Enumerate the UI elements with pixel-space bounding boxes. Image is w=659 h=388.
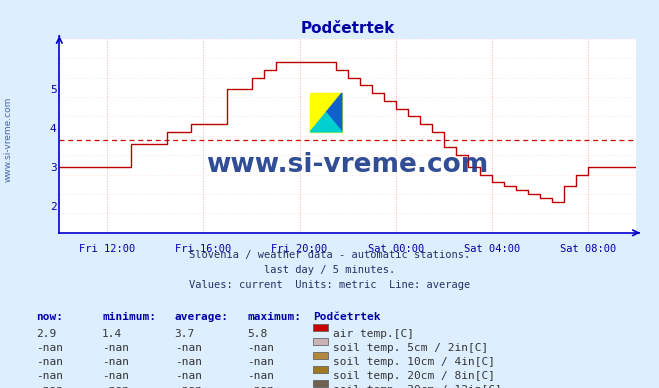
Text: -nan: -nan [175, 371, 202, 381]
Text: average:: average: [175, 312, 229, 322]
Text: 1.4: 1.4 [102, 329, 123, 339]
Text: -nan: -nan [36, 357, 63, 367]
Text: soil temp. 30cm / 12in[C]: soil temp. 30cm / 12in[C] [333, 385, 501, 388]
Text: -nan: -nan [102, 371, 129, 381]
Text: now:: now: [36, 312, 63, 322]
Text: -nan: -nan [247, 357, 274, 367]
Text: soil temp. 10cm / 4in[C]: soil temp. 10cm / 4in[C] [333, 357, 495, 367]
Polygon shape [326, 93, 342, 132]
Polygon shape [310, 113, 342, 132]
Text: -nan: -nan [247, 343, 274, 353]
Text: -nan: -nan [102, 343, 129, 353]
Text: www.si-vreme.com: www.si-vreme.com [3, 97, 13, 182]
Text: 5.8: 5.8 [247, 329, 268, 339]
Text: air temp.[C]: air temp.[C] [333, 329, 414, 339]
Text: -nan: -nan [175, 343, 202, 353]
Text: 2.9: 2.9 [36, 329, 57, 339]
Text: -nan: -nan [102, 385, 129, 388]
Text: minimum:: minimum: [102, 312, 156, 322]
Text: Sat 08:00: Sat 08:00 [559, 244, 616, 255]
Text: Slovenia / weather data - automatic stations.: Slovenia / weather data - automatic stat… [189, 250, 470, 260]
Bar [310, 93, 342, 132]
Text: last day / 5 minutes.: last day / 5 minutes. [264, 265, 395, 275]
Text: Sat 04:00: Sat 04:00 [464, 244, 520, 255]
Text: Fri 12:00: Fri 12:00 [79, 244, 136, 255]
Text: -nan: -nan [36, 371, 63, 381]
Text: Fri 16:00: Fri 16:00 [175, 244, 231, 255]
Text: Sat 00:00: Sat 00:00 [368, 244, 424, 255]
Text: 3.7: 3.7 [175, 329, 195, 339]
Text: Podčetrtek: Podčetrtek [313, 312, 380, 322]
Text: -nan: -nan [36, 343, 63, 353]
Text: -nan: -nan [247, 385, 274, 388]
Text: -nan: -nan [247, 371, 274, 381]
Text: -nan: -nan [175, 385, 202, 388]
Text: -nan: -nan [102, 357, 129, 367]
Text: soil temp. 5cm / 2in[C]: soil temp. 5cm / 2in[C] [333, 343, 488, 353]
Text: -nan: -nan [175, 357, 202, 367]
Text: maximum:: maximum: [247, 312, 301, 322]
Text: -nan: -nan [36, 385, 63, 388]
Text: Fri 20:00: Fri 20:00 [272, 244, 328, 255]
Title: Podčetrtek: Podčetrtek [301, 21, 395, 36]
Text: soil temp. 20cm / 8in[C]: soil temp. 20cm / 8in[C] [333, 371, 495, 381]
Text: Values: current  Units: metric  Line: average: Values: current Units: metric Line: aver… [189, 280, 470, 290]
Text: www.si-vreme.com: www.si-vreme.com [206, 152, 489, 178]
